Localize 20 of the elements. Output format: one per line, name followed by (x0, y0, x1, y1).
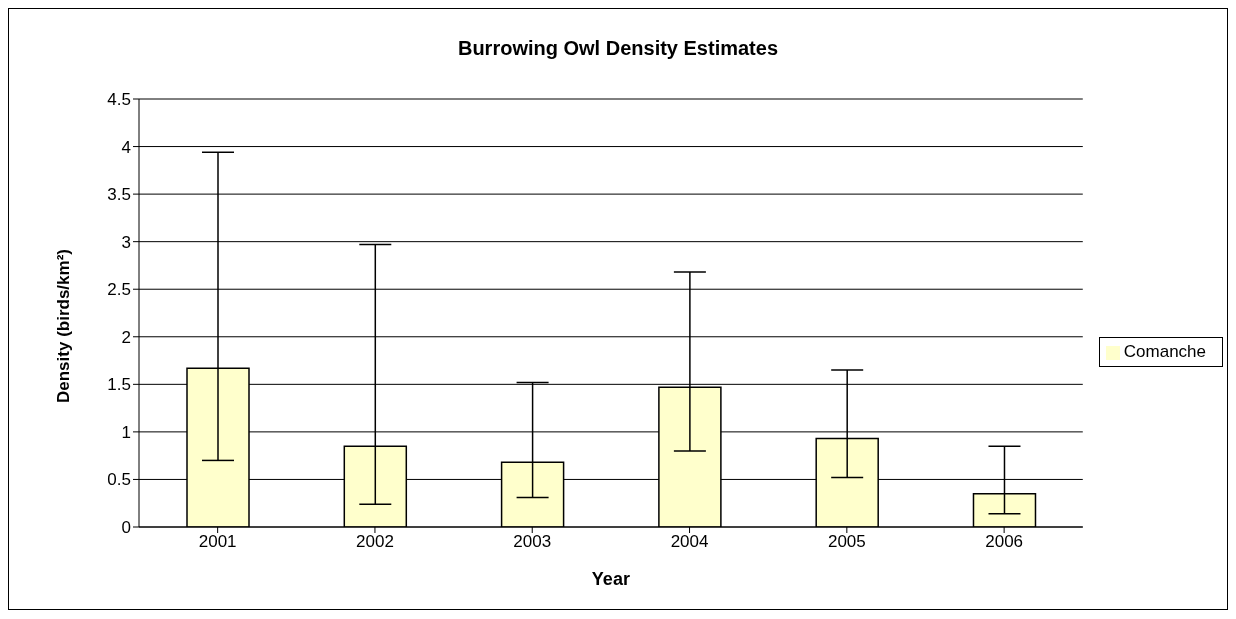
y-tick-label: 0 (121, 518, 131, 538)
y-tick-label: 3.5 (107, 185, 131, 205)
y-tick-label: 2 (121, 327, 131, 347)
chart-title: Burrowing Owl Density Estimates (456, 36, 780, 61)
y-tick-label: 3 (121, 232, 131, 252)
y-tick-label: 4.5 (107, 90, 131, 110)
y-tick-label: 1 (121, 422, 131, 442)
x-axis-title: Year (591, 569, 630, 589)
x-tick-label: 2005 (827, 532, 866, 552)
y-tick-label: 1.5 (107, 375, 131, 395)
x-tick-label: 2004 (670, 532, 709, 552)
x-tick-label: 2001 (198, 532, 237, 552)
y-tick-label: 2.5 (107, 280, 131, 300)
x-tick-label: 2006 (985, 532, 1024, 552)
x-tick-label: 2003 (513, 532, 552, 552)
y-axis-title: Density (birds/km²) (54, 249, 74, 403)
x-tick-label: 2002 (356, 532, 394, 552)
y-tick-label: 4 (121, 137, 131, 157)
y-tick-label: 0.5 (107, 470, 131, 490)
legend-label: Comanche (1123, 342, 1206, 361)
